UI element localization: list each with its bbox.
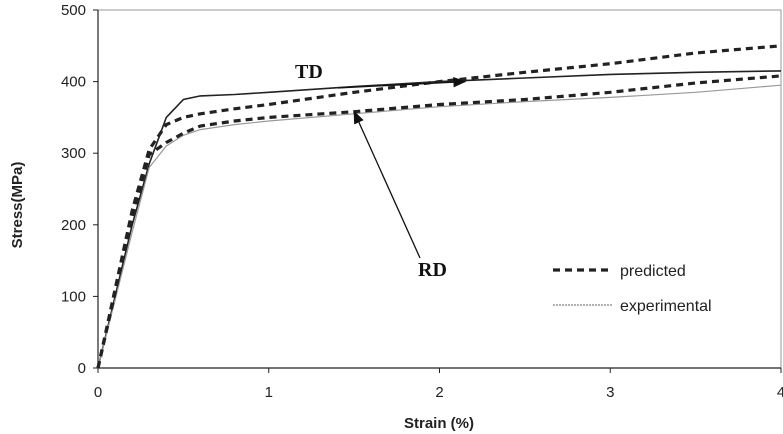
annotation-td-arrow xyxy=(337,76,467,89)
x-tick-label: 1 xyxy=(265,384,273,401)
series-td-predicted-line xyxy=(96,44,782,369)
y-axis-title: Stress(MPa) xyxy=(9,162,26,249)
series-rd-experimental-line xyxy=(97,84,782,369)
legend-label-predicted: predicted xyxy=(620,263,686,280)
y-tick-label: 100 xyxy=(61,288,86,305)
y-tick-label: 500 xyxy=(61,2,86,19)
axes: 0 100 200 300 400 500 0 1 2 3 4 xyxy=(61,2,783,401)
x-axis-title: Strain (%) xyxy=(404,415,474,432)
annotation-rd-label: RD xyxy=(418,259,447,281)
legend: predicted experimental xyxy=(553,263,712,315)
y-tick-label: 400 xyxy=(61,74,86,91)
x-tick-label: 3 xyxy=(606,384,614,401)
annotation-td-label: TD xyxy=(295,61,323,83)
series-td-experimental-line xyxy=(97,70,782,369)
y-tick-label: 200 xyxy=(61,217,86,234)
y-tick-label: 300 xyxy=(61,145,86,162)
annotation-rd-arrow xyxy=(353,110,421,259)
annotations: TD RD xyxy=(295,61,467,281)
legend-label-experimental: experimental xyxy=(620,298,712,315)
x-tick-label: 4 xyxy=(777,384,783,401)
series-rd-predicted-line xyxy=(96,74,782,369)
y-tick-label: 0 xyxy=(78,360,86,377)
series-group xyxy=(96,44,782,369)
x-tick-label: 2 xyxy=(435,384,443,401)
x-tick-label: 0 xyxy=(94,384,102,401)
